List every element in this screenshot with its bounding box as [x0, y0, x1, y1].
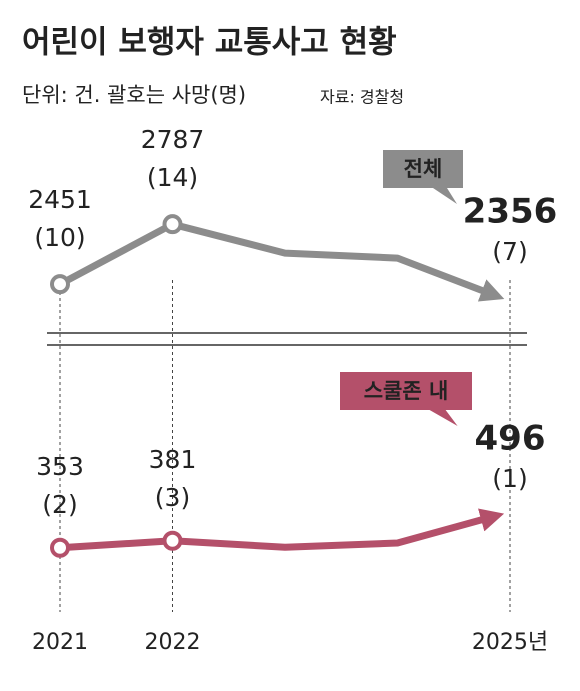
x-tick-label: 2025년	[472, 630, 548, 655]
death-label: (7)	[492, 237, 527, 266]
death-label: (1)	[492, 464, 527, 493]
source: 자료: 경찰청	[320, 88, 404, 107]
legend-label: 전체	[404, 157, 443, 181]
line	[58, 220, 505, 302]
death-label: (14)	[147, 163, 198, 192]
value-label: 2787	[141, 125, 205, 154]
line	[59, 508, 505, 552]
death-label: (2)	[42, 490, 77, 519]
value-label: 496	[475, 419, 546, 459]
subtitle: 단위: 건. 괄호는 사망(명)	[22, 83, 246, 107]
callout	[383, 150, 463, 204]
value-label: 2451	[28, 185, 92, 214]
callout	[340, 372, 472, 426]
chart-title: 어린이 보행자 교통사고 현황	[22, 25, 397, 61]
value-label: 353	[36, 452, 84, 481]
death-label: (3)	[155, 483, 190, 512]
x-tick-label: 2021	[32, 630, 88, 655]
point	[162, 214, 183, 235]
value-label: 381	[149, 445, 197, 474]
x-tick-label: 2022	[145, 630, 201, 655]
point	[50, 537, 70, 558]
value-label: 2356	[463, 192, 558, 232]
point	[162, 530, 183, 551]
point	[50, 274, 70, 295]
legend-label: 스쿨존 내	[364, 379, 449, 403]
death-label: (10)	[34, 223, 85, 252]
